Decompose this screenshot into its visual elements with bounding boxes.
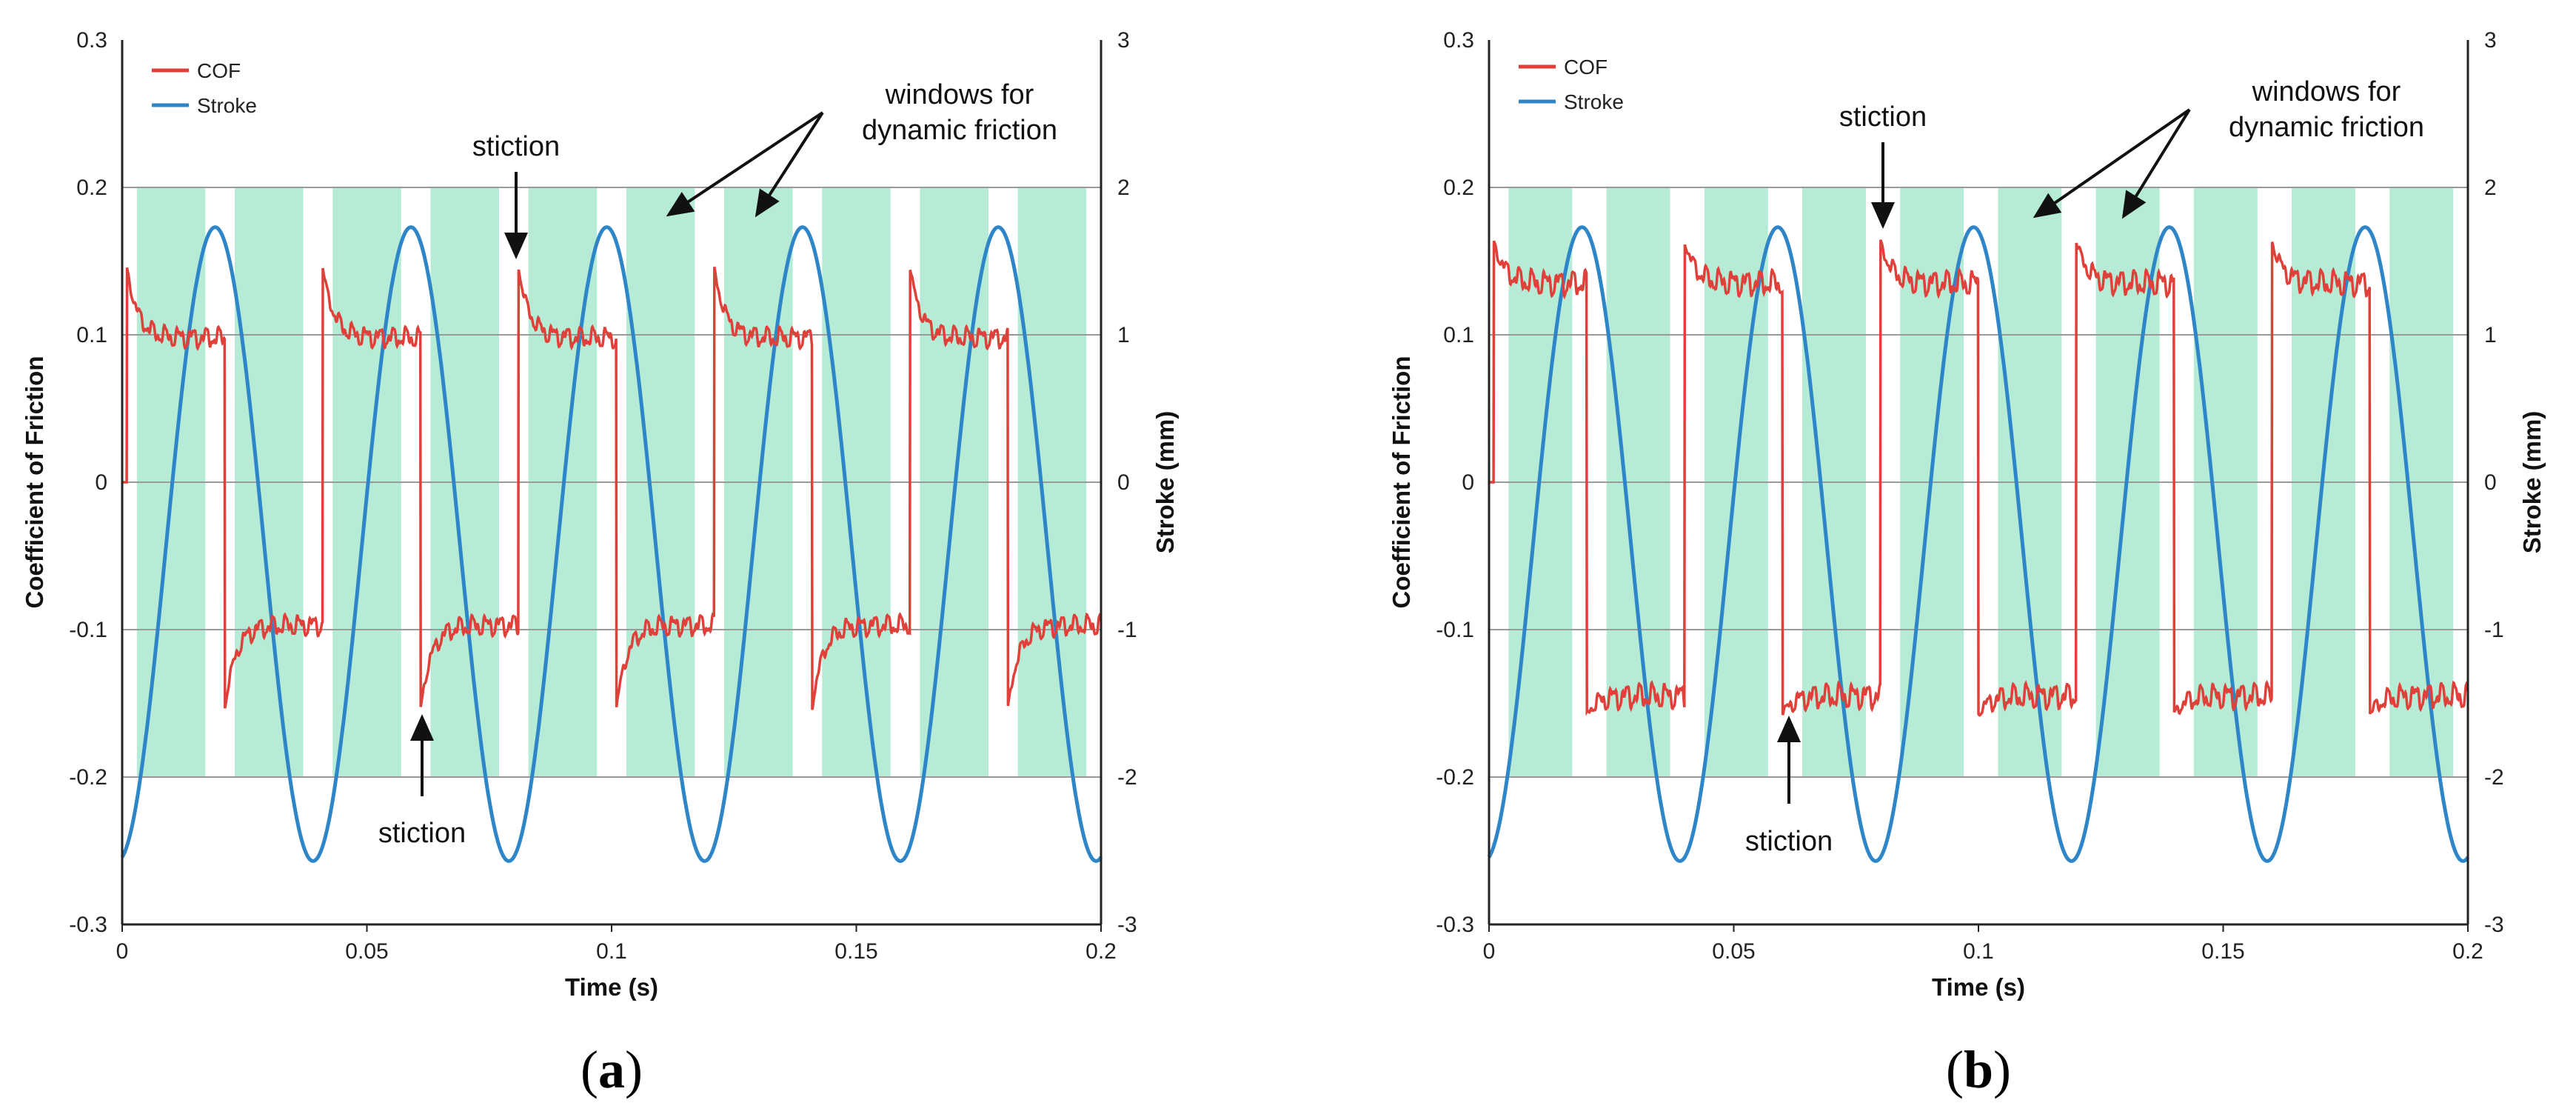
- annotations: stiction stiction windows for dynamic fr…: [378, 79, 1057, 849]
- cof-line: [122, 266, 1103, 710]
- cof-series: [1489, 239, 2469, 717]
- annotations: stiction stiction windows for dynamic fr…: [1745, 76, 2424, 857]
- arrow-windows-2: [2121, 108, 2191, 219]
- cof-line: [1489, 239, 2469, 717]
- y-tick-label-2: -0.1: [1436, 618, 1474, 642]
- cof-series: [122, 266, 1103, 710]
- y2-tick-label-4: 1: [2484, 323, 2497, 347]
- arrow-windows-1: [666, 111, 824, 217]
- annotation-stiction-bottom: stiction: [378, 818, 466, 849]
- y-tick-label-1: -0.2: [69, 765, 107, 790]
- x-tick-label-1: 0.05: [345, 939, 388, 964]
- x-tick-label-3: 0.15: [834, 939, 877, 964]
- y2-tick-label-2: -1: [2484, 618, 2504, 642]
- y2-tick-label-1: -2: [2484, 765, 2504, 790]
- y2-tick-label-1: -2: [1117, 765, 1137, 790]
- y-tick-label-0: -0.3: [69, 913, 107, 937]
- stroke-series: [120, 225, 1103, 863]
- y-tick-label-4: 0.1: [76, 323, 107, 347]
- annotation-windows-line2: dynamic friction: [862, 115, 1057, 146]
- x-tick-label-4: 0.2: [1085, 939, 1117, 964]
- panel-b: 0 0.05 0.1 0.15 0.2 -0.3 -0.2 -0.1 0 0.1 0.2 0.3 -3 -…: [1388, 28, 2546, 1099]
- annotation-stiction-top: stiction: [1839, 101, 1927, 133]
- legend-stroke-label: Stroke: [1564, 90, 1624, 113]
- y-tick-label-6: 0.3: [76, 28, 107, 53]
- tick-labels: 0 0.05 0.1 0.15 0.2 -0.3 -0.2 -0.1 0 0.1 0.2 0.3 -3 -…: [69, 28, 1137, 964]
- y-tick-label-3: 0: [95, 470, 107, 495]
- y2-tick-label-2: -1: [1117, 618, 1137, 642]
- caption-open-paren: (: [581, 1040, 598, 1099]
- x-tick-label-0: 0: [1483, 939, 1496, 964]
- caption-letter: a: [598, 1040, 625, 1099]
- x-tick-label-3: 0.15: [2201, 939, 2244, 964]
- caption-close-paren: ): [625, 1040, 643, 1099]
- y-tick-label-6: 0.3: [1443, 28, 1474, 53]
- y2-tick-label-4: 1: [1117, 323, 1130, 347]
- legend: COF Stroke: [152, 59, 257, 117]
- caption-close-paren: ): [1993, 1040, 2011, 1099]
- annotation-windows-line2: dynamic friction: [2229, 112, 2424, 143]
- x-axis-label: Time (s): [1932, 973, 2025, 1001]
- y-tick-label-3: 0: [1462, 470, 1474, 495]
- y-tick-label-2: -0.1: [69, 618, 107, 642]
- y-tick-label-1: -0.2: [1436, 765, 1474, 790]
- annotation-windows-line1: windows for: [885, 79, 1034, 110]
- y2-tick-label-5: 2: [2484, 176, 2497, 200]
- legend-stroke-label: Stroke: [197, 94, 257, 117]
- legend-cof-label: COF: [197, 59, 241, 82]
- y2-tick-label-3: 0: [2484, 470, 2497, 495]
- y2-tick-label-0: -3: [2484, 913, 2504, 937]
- legend-cof-label: COF: [1564, 56, 1608, 79]
- caption-open-paren: (: [1946, 1040, 1964, 1099]
- y-axis-label: Coefficient of Friction: [1388, 356, 1415, 609]
- y-tick-label-0: -0.3: [1436, 913, 1474, 937]
- arrow-windows-2: [755, 111, 824, 218]
- y2-tick-label-6: 3: [1117, 28, 1130, 53]
- y-tick-label-5: 0.2: [1443, 176, 1474, 200]
- annotation-stiction-bottom: stiction: [1745, 826, 1833, 857]
- y2-axis-label: Stroke (mm): [1151, 411, 1179, 554]
- stroke-series: [1487, 225, 2470, 863]
- axes: [1488, 40, 2469, 932]
- panel-a: 0 0.05 0.1 0.15 0.2 -0.3 -0.2 -0.1 0 0.1 0.2 0.3 -3 -…: [21, 28, 1179, 1099]
- y-axis-label: Coefficient of Friction: [21, 356, 48, 609]
- y-tick-label-4: 0.1: [1443, 323, 1474, 347]
- y2-tick-label-6: 3: [2484, 28, 2497, 53]
- y2-tick-label-5: 2: [1117, 176, 1130, 200]
- x-tick-label-4: 0.2: [2452, 939, 2483, 964]
- y2-tick-label-0: -3: [1117, 913, 1137, 937]
- x-tick-label-1: 0.05: [1712, 939, 1755, 964]
- annotation-windows-line1: windows for: [2252, 76, 2401, 107]
- annotation-stiction-top: stiction: [472, 131, 560, 162]
- y-tick-label-5: 0.2: [76, 176, 107, 200]
- panel-caption-a: (a): [581, 1040, 643, 1099]
- x-axis-label: Time (s): [565, 973, 658, 1001]
- stroke-line: [120, 225, 1103, 863]
- x-tick-label-0: 0: [116, 939, 129, 964]
- y2-axis-label: Stroke (mm): [2518, 411, 2546, 554]
- y2-tick-label-3: 0: [1117, 470, 1130, 495]
- x-tick-label-2: 0.1: [596, 939, 627, 964]
- tick-labels: 0 0.05 0.1 0.15 0.2 -0.3 -0.2 -0.1 0 0.1 0.2 0.3 -3 -…: [1436, 28, 2503, 964]
- stroke-line: [1487, 225, 2470, 863]
- arrow-windows-1: [2033, 108, 2191, 219]
- panel-caption-b: (b): [1946, 1040, 2011, 1099]
- caption-letter: b: [1964, 1040, 1993, 1099]
- axes: [121, 40, 1103, 932]
- x-tick-label-2: 0.1: [1963, 939, 1994, 964]
- legend: COF Stroke: [1519, 56, 1624, 113]
